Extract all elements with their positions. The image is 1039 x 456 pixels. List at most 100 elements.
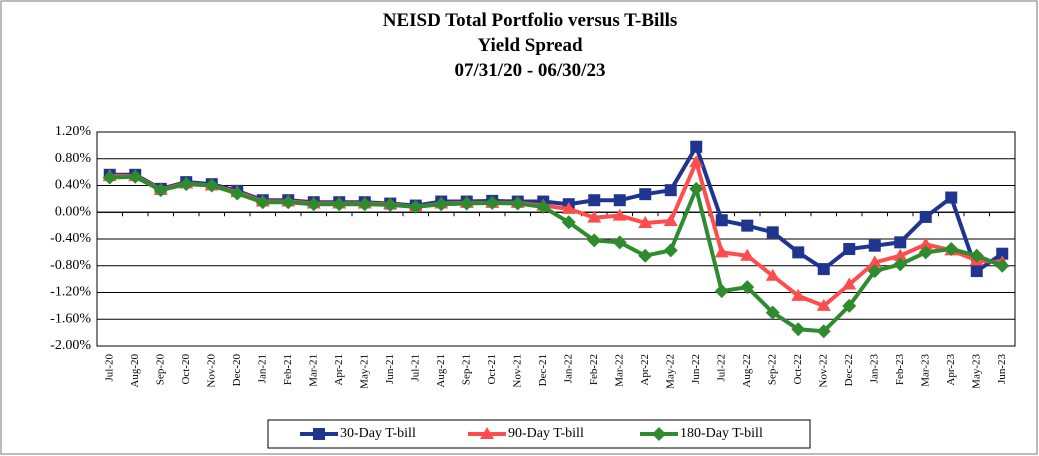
y-tick-label: -0.80% bbox=[50, 258, 91, 273]
series bbox=[102, 169, 1010, 339]
marker bbox=[306, 197, 321, 212]
y-tick-label: 0.80% bbox=[55, 151, 92, 166]
x-tick-label: Feb-23 bbox=[894, 354, 906, 386]
marker bbox=[638, 248, 653, 263]
x-tick-label: May-21 bbox=[358, 354, 370, 389]
marker bbox=[740, 248, 755, 261]
marker bbox=[843, 243, 856, 256]
marker bbox=[791, 322, 806, 337]
marker bbox=[970, 265, 983, 278]
marker bbox=[639, 188, 652, 201]
x-tick-label: Mar-23 bbox=[919, 354, 931, 387]
marker bbox=[663, 243, 678, 258]
marker bbox=[357, 197, 372, 212]
x-tick-label: Apr-23 bbox=[945, 354, 957, 386]
marker bbox=[766, 226, 779, 239]
marker bbox=[332, 197, 347, 212]
legend-label: 30-Day T-bill bbox=[340, 426, 416, 441]
marker bbox=[408, 199, 423, 214]
marker bbox=[867, 264, 882, 279]
marker bbox=[791, 288, 806, 301]
marker bbox=[816, 324, 831, 339]
y-tick-label: 0.40% bbox=[55, 178, 92, 193]
x-tick-label: Apr-21 bbox=[333, 354, 345, 386]
y-tick-label: -1.20% bbox=[50, 285, 91, 300]
marker bbox=[996, 247, 1009, 260]
marker bbox=[918, 245, 933, 260]
marker bbox=[714, 284, 729, 299]
x-tick-label: Sep-21 bbox=[460, 354, 472, 385]
x-tick-label: Apr-22 bbox=[639, 354, 651, 386]
marker bbox=[894, 236, 907, 249]
legend-label: 180-Day T-bill bbox=[680, 426, 763, 441]
legend-label: 90-Day T-bill bbox=[508, 426, 584, 441]
marker bbox=[740, 280, 755, 295]
marker bbox=[945, 191, 958, 204]
x-tick-label: Mar-21 bbox=[307, 354, 319, 387]
y-tick-label: -2.00% bbox=[50, 338, 91, 353]
x-tick-label: Jul-22 bbox=[715, 354, 727, 382]
marker bbox=[383, 197, 398, 212]
marker bbox=[613, 194, 626, 207]
marker bbox=[179, 177, 194, 192]
marker bbox=[230, 186, 245, 201]
chart-title: 07/31/20 - 06/30/23 bbox=[455, 60, 606, 81]
marker bbox=[638, 215, 653, 228]
marker bbox=[792, 246, 805, 259]
x-tick-label: Oct-22 bbox=[792, 354, 804, 385]
x-tick-label: Dec-20 bbox=[231, 354, 243, 387]
marker bbox=[689, 155, 704, 168]
x-tick-label: Jun-23 bbox=[996, 354, 1008, 384]
chart-title: Yield Spread bbox=[477, 35, 582, 56]
marker bbox=[510, 196, 525, 211]
x-tick-label: Jun-21 bbox=[384, 354, 396, 384]
x-tick-label: Feb-21 bbox=[282, 354, 294, 385]
marker bbox=[664, 184, 677, 197]
marker bbox=[313, 428, 325, 440]
marker bbox=[842, 298, 857, 313]
marker bbox=[969, 248, 984, 263]
marker bbox=[765, 268, 780, 281]
marker bbox=[434, 197, 449, 212]
marker bbox=[995, 258, 1010, 273]
x-tick-label: Jun-22 bbox=[690, 354, 702, 384]
x-tick-label: Oct-21 bbox=[486, 354, 498, 385]
marker bbox=[255, 195, 270, 210]
x-tick-label: Jan-21 bbox=[256, 354, 268, 383]
marker bbox=[919, 210, 932, 223]
x-tick-label: May-23 bbox=[970, 354, 982, 389]
marker bbox=[587, 233, 602, 248]
legend bbox=[267, 419, 811, 449]
marker bbox=[102, 170, 117, 185]
y-tick-label: 1.20% bbox=[55, 124, 92, 139]
x-tick-label: Oct-20 bbox=[180, 354, 192, 385]
marker bbox=[893, 257, 908, 272]
x-tick-label: Aug-21 bbox=[435, 354, 447, 388]
marker bbox=[561, 215, 576, 230]
x-tick-label: Jan-23 bbox=[868, 354, 880, 384]
x-tick-label: Sep-20 bbox=[154, 354, 166, 386]
y-tick-label: -1.60% bbox=[50, 311, 91, 326]
marker bbox=[588, 194, 601, 207]
marker bbox=[918, 237, 933, 250]
marker bbox=[663, 213, 678, 226]
x-tick-label: Feb-22 bbox=[588, 354, 600, 385]
marker bbox=[944, 242, 959, 257]
marker bbox=[715, 214, 728, 227]
x-tick-label: Dec-22 bbox=[843, 354, 855, 386]
x-tick-label: Jan-22 bbox=[562, 354, 574, 383]
marker bbox=[561, 201, 576, 214]
marker bbox=[741, 219, 754, 232]
marker bbox=[817, 263, 830, 276]
marker bbox=[868, 239, 881, 252]
x-tick-label: Nov-20 bbox=[205, 354, 217, 388]
x-tick-label: Nov-22 bbox=[817, 354, 829, 388]
marker bbox=[281, 195, 296, 210]
marker bbox=[612, 235, 627, 250]
y-tick-label: 0.00% bbox=[55, 204, 92, 219]
marker bbox=[480, 427, 494, 439]
x-tick-label: Aug-22 bbox=[741, 354, 753, 388]
marker bbox=[485, 195, 500, 210]
